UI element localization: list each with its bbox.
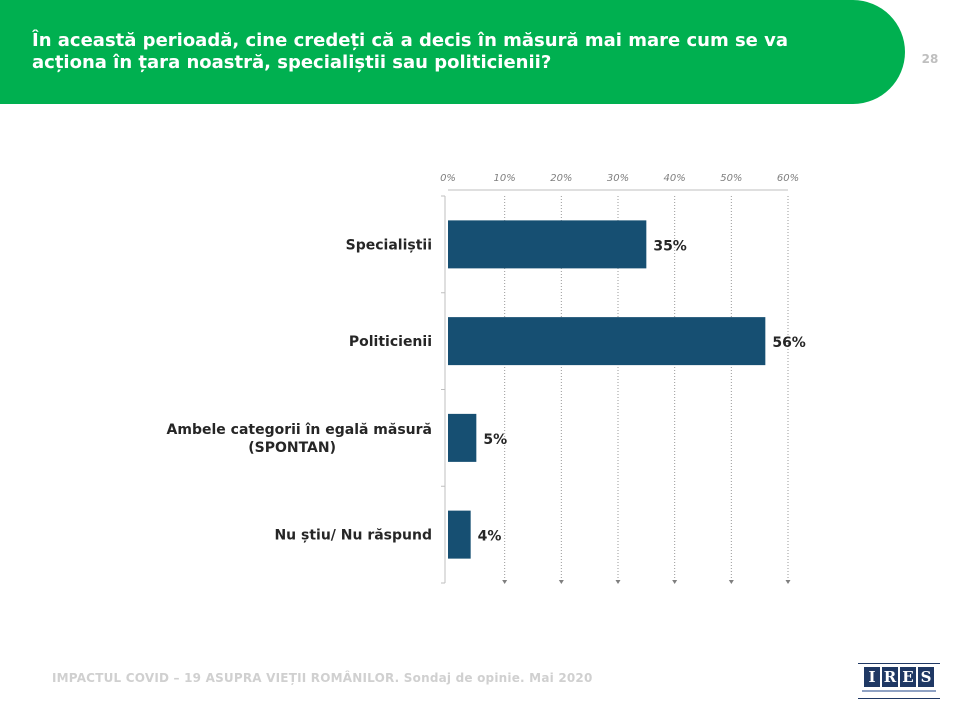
bar — [448, 413, 477, 462]
category-label: Nu știu/ Nu răspund — [274, 528, 432, 544]
logo-letter: R — [882, 667, 898, 687]
gridline-arrow — [502, 580, 508, 584]
x-tick-label: 20% — [550, 173, 572, 184]
x-tick-label: 60% — [777, 173, 799, 184]
x-tick-label: 10% — [494, 173, 516, 184]
gridline-arrow — [728, 580, 734, 584]
header-band — [0, 0, 905, 104]
data-label: 5% — [483, 432, 507, 448]
data-label: 35% — [653, 238, 687, 254]
footer-text: IMPACTUL COVID – 19 ASUPRA VIEȚII ROMÂNI… — [52, 671, 593, 685]
category-label: Ambele categorii în egală măsură (SPONTAN… — [167, 422, 432, 456]
logo-letters: I R E S — [864, 667, 934, 687]
logo-letter: S — [918, 667, 934, 687]
bar — [448, 220, 647, 269]
x-tick-label: 40% — [664, 173, 686, 184]
logo-subtitle-bar — [862, 690, 936, 692]
category-label: Politicienii — [349, 334, 432, 350]
data-label: 56% — [772, 335, 806, 351]
x-tick-label: 50% — [720, 173, 742, 184]
ires-logo: I R E S — [858, 663, 940, 699]
gridline-arrow — [672, 580, 678, 584]
gridline-arrow — [558, 580, 564, 584]
page-title: În această perioadă, cine credeți că a d… — [32, 30, 789, 73]
gridline-arrow — [615, 580, 621, 584]
logo-letter: I — [864, 667, 880, 687]
logo-letter: E — [900, 667, 916, 687]
gridline-arrow — [785, 580, 791, 584]
page-number: 28 — [921, 52, 939, 66]
bar — [448, 510, 471, 559]
category-label: Specialiștii — [346, 237, 432, 253]
category-label-line: (SPONTAN) — [248, 440, 336, 456]
data-label: 4% — [478, 529, 502, 545]
category-label-line: Ambele categorii în egală măsură — [167, 422, 432, 438]
x-tick-label: 0% — [440, 173, 456, 184]
x-tick-label: 30% — [607, 173, 629, 184]
bar — [448, 317, 766, 366]
